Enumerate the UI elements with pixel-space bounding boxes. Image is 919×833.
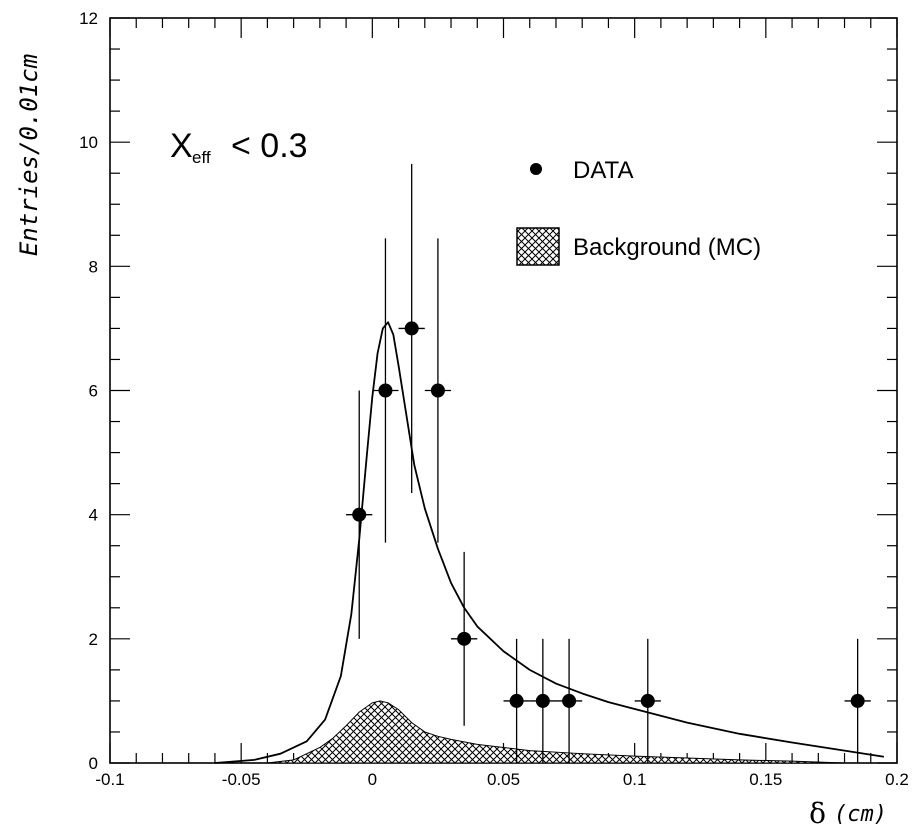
data-point <box>430 383 445 398</box>
data-point <box>509 693 524 708</box>
y-axis-label: Entries/0.01cm <box>15 54 43 256</box>
x-tick-label: -0.05 <box>222 770 261 789</box>
x-tick-label: -0.1 <box>95 770 124 789</box>
x-tick-label: 0 <box>368 770 377 789</box>
y-tick-label: 2 <box>89 630 98 649</box>
legend: DATA Background (MC) <box>516 157 761 266</box>
x-axis-ticks: -0.1 -0.05 0 0.05 0.1 0.15 0.2 <box>95 18 909 789</box>
annotation-rest: < 0.3 <box>231 127 308 165</box>
x-axis-label-unit: (cm) <box>834 802 887 827</box>
legend-background-label: Background (MC) <box>573 234 761 261</box>
data-point <box>404 321 419 336</box>
legend-data-marker <box>530 163 542 175</box>
data-point <box>352 507 367 522</box>
background-mc-area <box>267 700 845 764</box>
y-axis-ticks: 0 2 4 6 8 10 12 <box>79 9 897 773</box>
data-points-layer <box>346 163 871 763</box>
x-axis-label-symbol: δ <box>809 797 826 830</box>
cut-annotation: X eff < 0.3 <box>170 127 308 167</box>
annotation-subscript: eff <box>192 148 211 167</box>
legend-data-label: DATA <box>573 157 633 184</box>
fit-curve-layer <box>214 321 885 764</box>
legend-background-swatch <box>516 227 560 266</box>
y-tick-label: 8 <box>89 257 98 276</box>
data-point <box>535 693 550 708</box>
x-tick-label: 0.15 <box>749 770 782 789</box>
x-tick-label: 0.2 <box>885 770 909 789</box>
y-tick-label: 6 <box>89 382 98 401</box>
x-tick-label: 0.05 <box>487 770 520 789</box>
y-tick-label: 4 <box>89 506 98 525</box>
data-point <box>378 383 393 398</box>
data-point <box>562 693 577 708</box>
y-tick-label: 0 <box>89 754 98 773</box>
data-point <box>457 631 472 646</box>
background-area-layer <box>267 700 845 764</box>
data-point <box>850 693 865 708</box>
y-tick-label: 12 <box>79 9 98 28</box>
y-tick-label: 10 <box>79 133 98 152</box>
data-point <box>640 693 655 708</box>
x-tick-label: 0.1 <box>623 770 647 789</box>
fit-curve <box>214 321 885 764</box>
annotation-main: X <box>170 127 193 165</box>
